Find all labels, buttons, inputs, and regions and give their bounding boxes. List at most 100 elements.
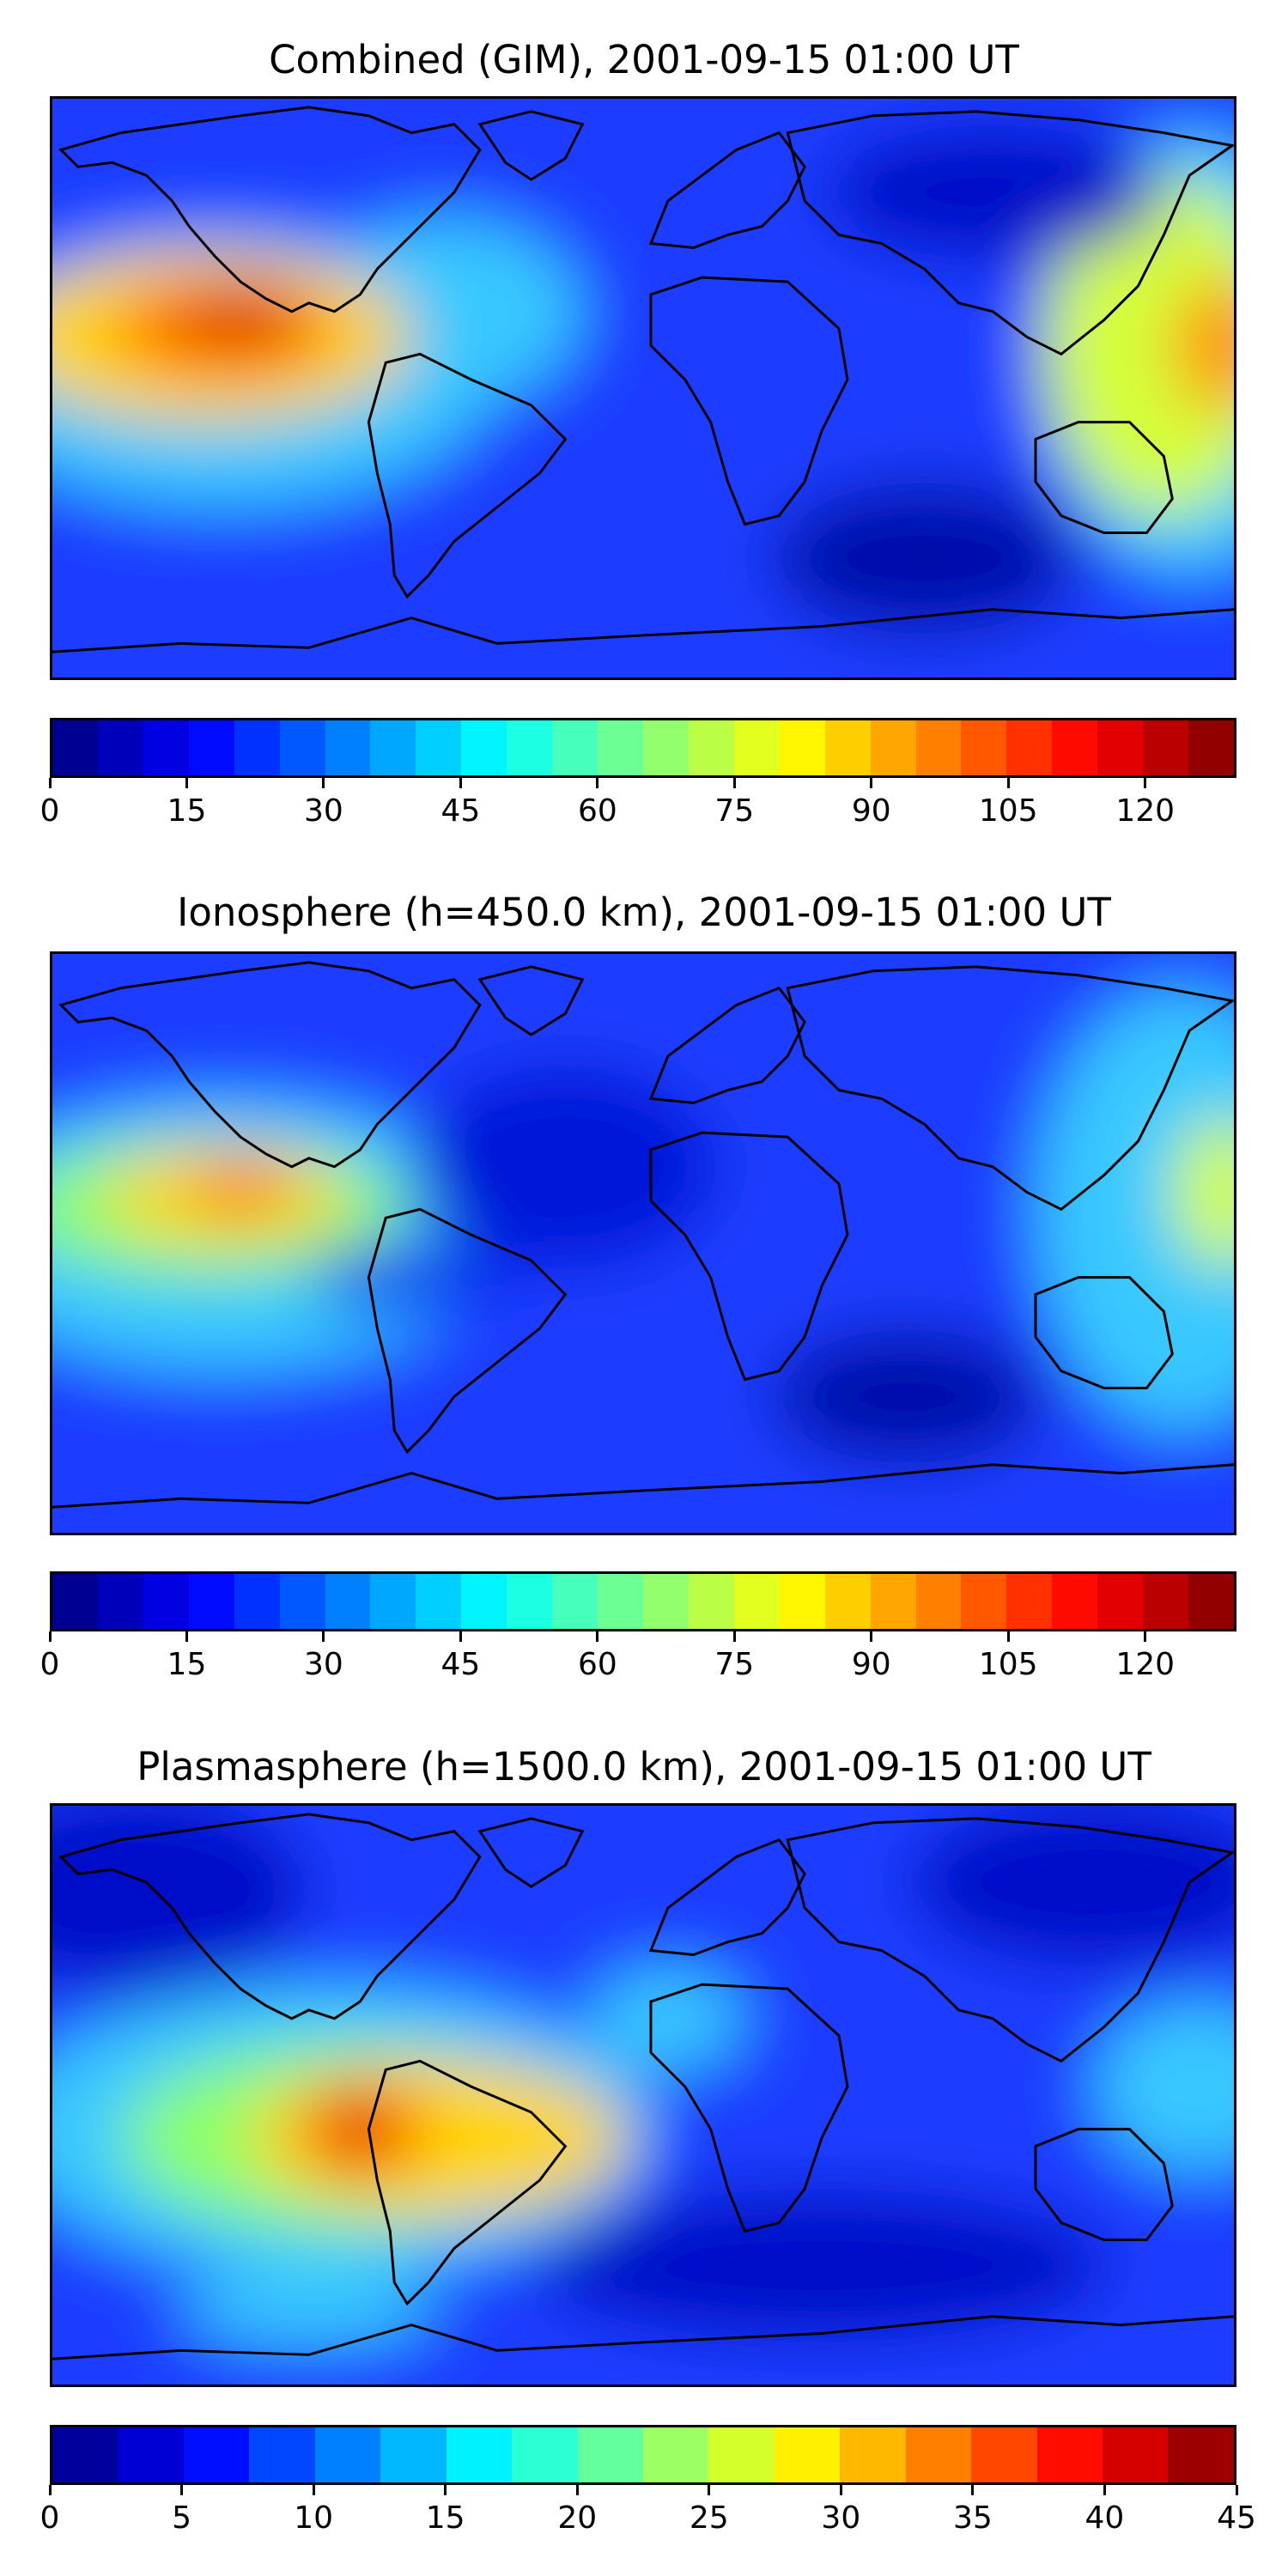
colorbar-segment [370, 1574, 416, 1629]
colorbar-segment [416, 720, 462, 775]
tick-mark [870, 778, 873, 788]
colorbar-segment [380, 2427, 447, 2482]
colorbar-tick: 30 [272, 778, 375, 831]
tick-mark [459, 1631, 462, 1642]
tick-mark [48, 1631, 52, 1642]
colorbar-segment [577, 2427, 643, 2482]
colorbar-segment [461, 1574, 507, 1629]
tick-label: 105 [978, 1647, 1038, 1682]
tick-label: 120 [1115, 1647, 1176, 1682]
tick-mark [1006, 778, 1010, 788]
tick-mark [444, 2485, 447, 2495]
colorbar-segment [461, 720, 507, 775]
tick-mark [870, 1631, 873, 1642]
colorbar-tick: 15 [394, 2485, 497, 2538]
colorbar-segment [52, 1574, 98, 1629]
tick-mark [708, 2485, 711, 2495]
colorbar-tick: 30 [272, 1631, 375, 1685]
tick-mark [732, 778, 736, 788]
colorbar-ionosphere [50, 1571, 1236, 1631]
colorbar-segment [915, 1574, 962, 1629]
tick-mark [971, 2485, 975, 2495]
colorbar-segment [1006, 720, 1053, 775]
tick-mark [322, 1631, 325, 1642]
tick-label: 15 [167, 793, 207, 829]
colorbar-segment [961, 720, 1007, 775]
tick-mark [185, 1631, 188, 1642]
map-plasmasphere [50, 1803, 1236, 2387]
colorbar-segment [870, 720, 916, 775]
tick-label: 45 [1217, 2500, 1256, 2536]
colorbar-segment [279, 720, 325, 775]
colorbar-segment [1097, 720, 1144, 775]
colorbar-segment [1143, 720, 1189, 775]
colorbar-segment [507, 1574, 553, 1629]
colorbar-segment [118, 2427, 184, 2482]
colorbar-segment [598, 1574, 643, 1629]
tick-mark [1235, 2485, 1238, 2495]
panel-title-combined: Combined (GIM), 2001-09-15 01:00 UT [269, 37, 1019, 82]
colorbar-tick: 0 [0, 778, 101, 831]
tick-label: 75 [714, 1647, 755, 1682]
colorbar-segment [552, 720, 598, 775]
colorbar-tick: 25 [658, 2485, 761, 2538]
colorbar-tick: 35 [921, 2485, 1024, 2538]
colorbar-segment [234, 720, 280, 775]
tick-label: 45 [440, 1647, 481, 1682]
tick-label: 0 [39, 1647, 60, 1682]
colorbar-ticks-plasmasphere: 0 5 10 15 20 25 30 35 40 45 [40, 2485, 1256, 2545]
tick-label: 45 [440, 793, 481, 829]
colorbar-tick: 0 [0, 2485, 101, 2538]
colorbar-segment [143, 1574, 189, 1629]
colorbar-segment [915, 720, 962, 775]
tick-mark [1144, 1631, 1147, 1642]
colorbar-tick: 105 [957, 1631, 1060, 1685]
colorbar-tick: 45 [409, 778, 512, 831]
colorbar-segment [1052, 720, 1098, 775]
tick-mark [1144, 778, 1147, 788]
colorbar-segment [824, 1574, 871, 1629]
colorbar-segment [234, 1574, 280, 1629]
colorbar-segment [971, 2427, 1037, 2482]
tick-label: 15 [167, 1647, 207, 1682]
colorbar-tick: 45 [1185, 2485, 1288, 2538]
colorbar-segment [1036, 2427, 1103, 2482]
tick-label: 105 [978, 793, 1038, 829]
tick-label: 40 [1084, 2500, 1125, 2536]
tick-label: 60 [577, 793, 617, 829]
colorbar-tick: 20 [526, 2485, 629, 2538]
tick-label: 30 [304, 1647, 343, 1682]
colorbar-segment [370, 720, 416, 775]
colorbar-segment [840, 2427, 906, 2482]
colorbar-segment [188, 1574, 234, 1629]
tick-label: 0 [39, 793, 60, 829]
colorbar-segment [1006, 1574, 1053, 1629]
colorbar-segment [1188, 1574, 1234, 1629]
colorbar-segment [183, 2427, 250, 2482]
colorbar-segment [642, 1574, 689, 1629]
tick-mark [596, 1631, 599, 1642]
colorbar-segment [416, 1574, 462, 1629]
tick-label: 15 [425, 2500, 465, 2536]
colorbar-segment [325, 1574, 371, 1629]
colorbar-segment [188, 720, 234, 775]
colorbar-segment [961, 1574, 1007, 1629]
colorbar-segment [512, 2427, 578, 2482]
colorbar-tick: 120 [1094, 1631, 1197, 1685]
colorbar-segment [733, 1574, 780, 1629]
tick-label: 10 [294, 2500, 334, 2536]
colorbar-tick: 45 [409, 1631, 512, 1685]
colorbar-segment [1052, 1574, 1098, 1629]
colorbar-tick: 15 [135, 1631, 238, 1685]
tick-mark [180, 2485, 184, 2495]
tick-mark [732, 1631, 736, 1642]
colorbar-ticks-ionosphere: 0 15 30 45 60 75 90 105 120 [40, 1631, 1236, 1692]
tick-label: 35 [952, 2500, 993, 2536]
colorbar-segment [325, 720, 371, 775]
colorbar-segment [52, 720, 98, 775]
tick-label: 20 [557, 2500, 598, 2536]
tick-label: 90 [851, 793, 891, 829]
colorbar-segment [52, 2427, 118, 2482]
colorbar-tick: 90 [820, 1631, 923, 1685]
tick-label: 0 [39, 2500, 60, 2536]
